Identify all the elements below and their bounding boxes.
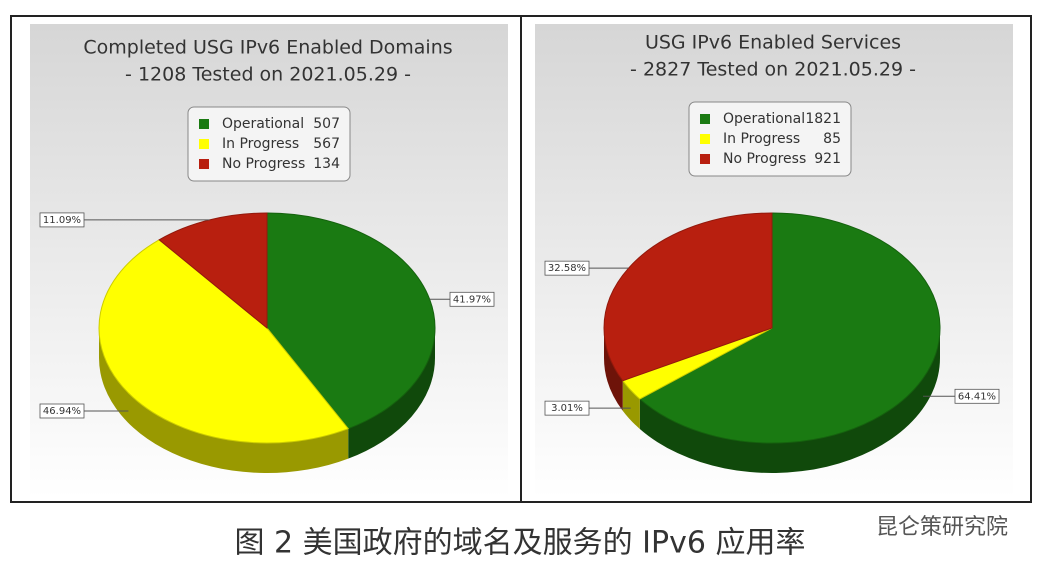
value-label: 64.41%	[958, 391, 996, 402]
legend-swatch	[700, 134, 710, 144]
legend-label: No Progress	[723, 151, 806, 167]
value-label-box	[544, 400, 590, 416]
slice	[638, 212, 941, 444]
value-label-box	[39, 403, 85, 419]
chart-subtitle: - 2827 Tested on 2021.05.29 -	[630, 59, 916, 81]
value-label-box	[544, 260, 590, 276]
legend-box	[187, 106, 351, 182]
chart-subtitle: - 1208 Tested on 2021.05.29 -	[125, 64, 411, 86]
slice-side	[604, 328, 623, 411]
legend-count: 1821	[805, 111, 841, 127]
legend-swatch	[199, 159, 209, 169]
slice-side	[348, 328, 435, 459]
legend-label: Operational	[723, 111, 805, 127]
legend-count: 85	[823, 131, 841, 147]
watermark: 昆仑策研究院	[876, 515, 1008, 540]
chart-title: USG IPv6 Enabled Services	[645, 32, 901, 54]
legend-label: In Progress	[723, 131, 800, 147]
legend-swatch	[199, 139, 209, 149]
value-label: 41.97%	[453, 294, 491, 305]
value-label: 46.94%	[43, 406, 81, 417]
legend-swatch	[700, 154, 710, 164]
value-label: 11.09%	[43, 215, 81, 226]
legend-label: Operational	[222, 116, 304, 132]
legend-label: No Progress	[222, 156, 305, 172]
slice	[158, 212, 268, 330]
chart-title: Completed USG IPv6 Enabled Domains	[83, 37, 452, 59]
legend-count: 134	[313, 156, 340, 172]
caption: 图 2 美国政府的域名及服务的 IPv6 应用率	[234, 526, 805, 561]
value-label-box	[954, 388, 1000, 404]
slice	[603, 212, 773, 382]
value-label: 3.01%	[551, 403, 583, 414]
legend-count: 567	[313, 136, 340, 152]
slice-side	[622, 380, 640, 429]
legend-count: 921	[814, 151, 841, 167]
slice	[98, 239, 350, 444]
value-label: 32.58%	[548, 263, 586, 274]
legend-swatch	[700, 114, 710, 124]
slice-side	[639, 328, 940, 473]
value-label-box	[449, 291, 495, 307]
legend-box	[688, 101, 852, 177]
slice-side	[98, 328, 349, 473]
value-label-box	[39, 212, 85, 228]
legend-label: In Progress	[222, 136, 299, 152]
legend-swatch	[199, 119, 209, 129]
legend-count: 507	[313, 116, 340, 132]
